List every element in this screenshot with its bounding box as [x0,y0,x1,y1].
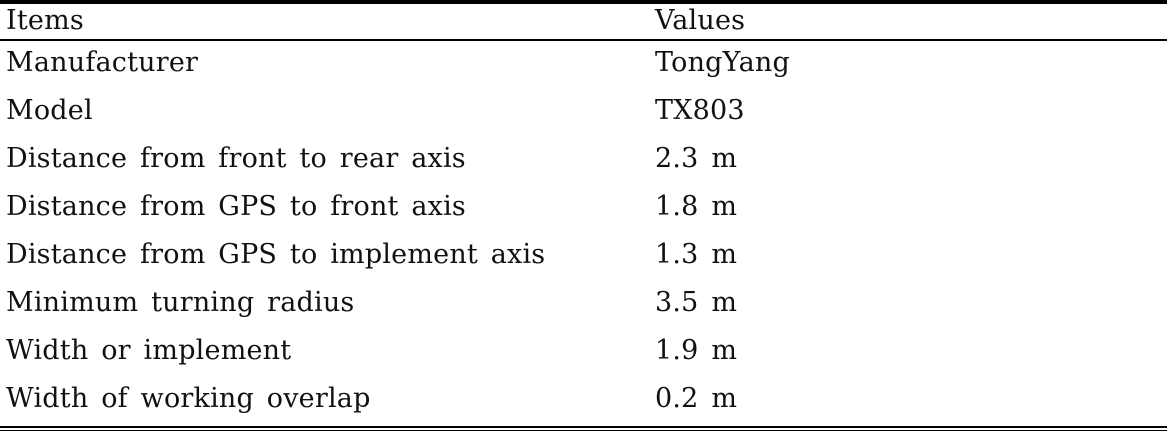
row-item: Model [6,95,93,126]
row-item: Distance from GPS to front axis [6,191,466,222]
row-item: Width of working overlap [6,383,371,414]
row-value: 1.9 m [655,335,738,366]
row-value: 2.3 m [655,143,738,174]
table-row: Minimum turning radius 3.5 m [0,281,1167,324]
row-value: 3.5 m [655,287,738,318]
header-items: Items [6,5,84,36]
row-item: Minimum turning radius [6,287,355,318]
table-row: Model TX803 [0,89,1167,132]
row-item: Distance from front to rear axis [6,143,466,174]
row-value: 0.2 m [655,383,738,414]
row-value: 1.8 m [655,191,738,222]
header-values: Values [655,5,746,36]
row-value: TX803 [655,95,745,126]
row-value: 1.3 m [655,239,738,270]
table-top-rule [0,0,1167,4]
table-header-rule [0,39,1167,41]
table-row: Distance from GPS to front axis 1.8 m [0,185,1167,228]
table-row: Manufacturer TongYang [0,41,1167,84]
table-bottom-rule [0,426,1167,431]
row-item: Distance from GPS to implement axis [6,239,546,270]
row-value: TongYang [655,47,790,78]
row-item: Width or implement [6,335,292,366]
row-item: Manufacturer [6,47,199,78]
table-row: Width of working overlap 0.2 m [0,377,1167,420]
table-header-row: Items Values [0,2,1167,40]
table-row: Distance from front to rear axis 2.3 m [0,137,1167,180]
table-row: Distance from GPS to implement axis 1.3 … [0,233,1167,276]
table-row: Width or implement 1.9 m [0,329,1167,372]
